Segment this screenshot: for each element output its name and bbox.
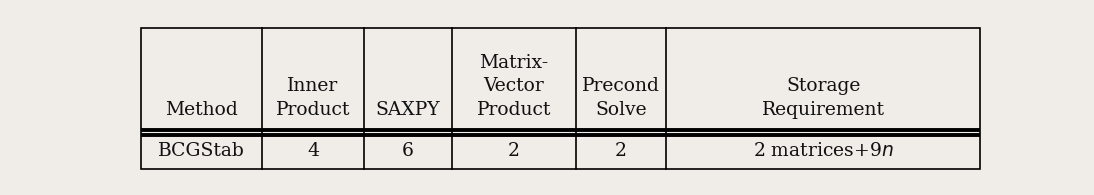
Text: Vector: Vector [484,77,545,96]
Text: Requirement: Requirement [761,101,885,119]
Text: 6: 6 [403,142,414,160]
Text: 2: 2 [615,142,627,160]
Text: 2: 2 [508,142,520,160]
Text: Product: Product [276,101,350,119]
Text: 4: 4 [307,142,319,160]
Text: 2 matrices+9$n$: 2 matrices+9$n$ [753,142,894,160]
Text: Matrix-: Matrix- [479,54,549,72]
Text: Precond: Precond [582,77,660,96]
Text: SAXPY: SAXPY [375,101,441,119]
Text: Storage: Storage [785,77,860,96]
Text: Method: Method [165,101,238,119]
Text: BCGStab: BCGStab [159,142,245,160]
Text: Inner: Inner [288,77,339,96]
Text: Product: Product [477,101,551,119]
Text: Solve: Solve [595,101,647,119]
